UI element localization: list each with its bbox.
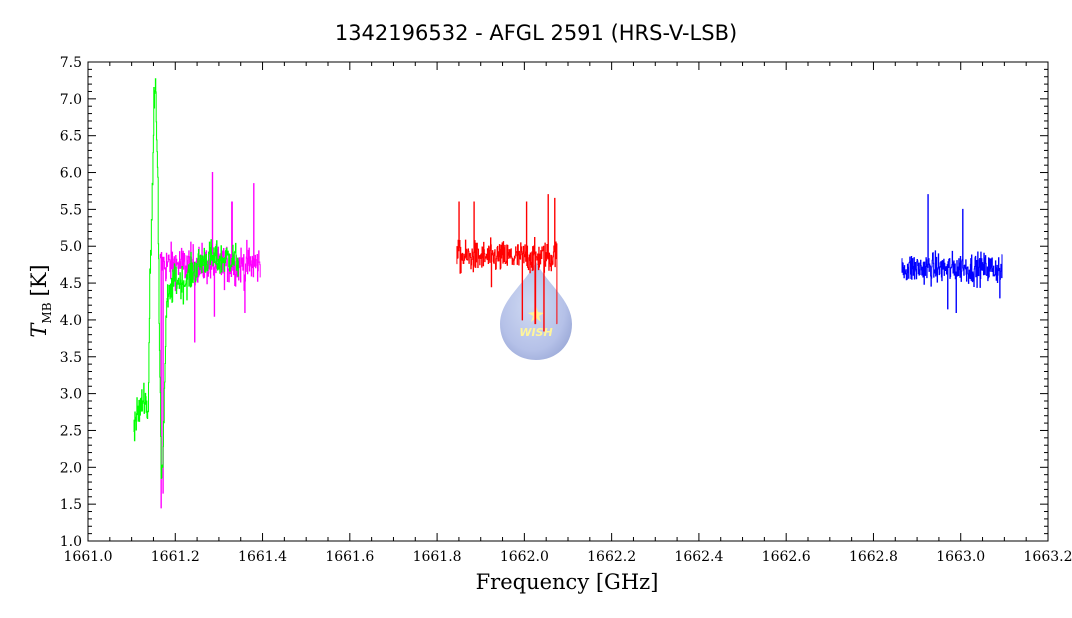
y-tick-label: 2.0 (60, 460, 82, 476)
wish-label: WISH (519, 326, 552, 339)
spectrum-series-2 (133, 78, 239, 479)
y-tick-label: 1.0 (60, 534, 82, 550)
x-tick-label: 1662.0 (500, 549, 549, 565)
y-tick-label: 6.0 (60, 166, 82, 182)
y-tick-label: 2.5 (60, 423, 82, 439)
y-axis-unit: [K] (27, 264, 51, 296)
x-tick-label: 1661.0 (64, 549, 113, 565)
x-tick-label: 1662.4 (674, 549, 723, 565)
y-axis-symbol: T (27, 322, 51, 338)
y-tick-label: 3.0 (60, 387, 82, 403)
svg-text:TMB[K]: TMB [K] (27, 264, 54, 337)
x-tick-label: 1661.6 (325, 549, 374, 565)
x-axis: 1661.0 1661.2 1661.4 1661.6 1661.8 1662.0 1662… (64, 62, 1072, 565)
x-tick-label: 1662.2 (587, 549, 636, 565)
x-axis-label: Frequency [GHz] (476, 570, 659, 594)
y-tick-label: 5.5 (60, 202, 82, 218)
series-layer (133, 78, 1003, 509)
x-tick-label: 1661.4 (238, 549, 287, 565)
y-tick-label: 7.5 (60, 55, 82, 71)
y-tick-label: 5.0 (60, 239, 82, 255)
spectrum-series-4 (901, 194, 1003, 314)
plot-frame (87, 61, 1049, 542)
spectrum-series-1 (159, 172, 261, 509)
y-tick-label: 1.5 (60, 497, 82, 513)
y-tick-label: 4.0 (60, 313, 82, 329)
y-tick-label: 4.5 (60, 276, 82, 292)
x-tick-label: 1661.2 (151, 549, 200, 565)
chart-title: 1342196532 - AFGL 2591 (HRS-V-LSB) (335, 21, 737, 45)
y-tick-label: 3.5 (60, 350, 82, 366)
x-tick-label: 1662.6 (762, 549, 811, 565)
y-axis-label: TMB [K] (27, 264, 54, 337)
spectrum-series-3 (456, 194, 558, 332)
y-axis: 1.0 1.5 2.0 2.5 3.0 3.5 4.0 4.5 5.0 5.5 6.0 6.5 7.0 7… (60, 55, 1048, 550)
x-tick-label: 1661.8 (413, 549, 462, 565)
x-tick-label: 1663.0 (936, 549, 985, 565)
y-tick-label: 6.5 (60, 129, 82, 145)
x-tick-label: 1662.8 (849, 549, 898, 565)
y-tick-label: 7.0 (60, 92, 82, 108)
y-axis-subscript: MB (40, 302, 54, 323)
x-tick-label: 1663.2 (1024, 549, 1072, 565)
